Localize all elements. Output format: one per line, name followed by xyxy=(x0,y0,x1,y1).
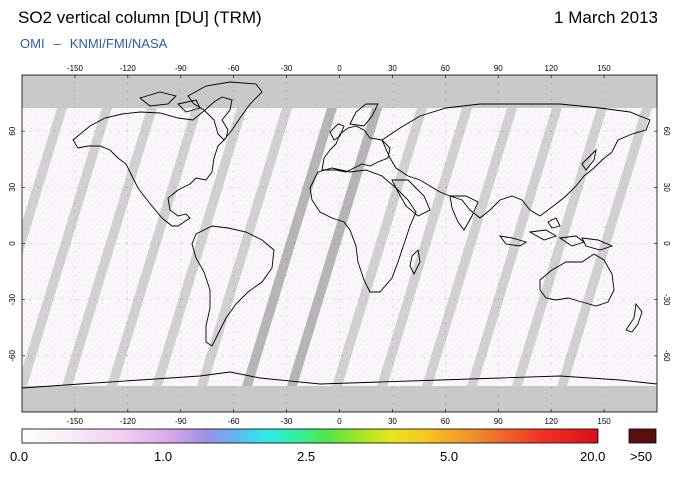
lon-tick-top: 0 xyxy=(337,64,342,73)
lat-tick-right: -30 xyxy=(662,294,671,306)
lat-tick-right: -60 xyxy=(662,350,671,362)
coast-south-america xyxy=(191,225,275,347)
coast-madagascar xyxy=(409,249,421,276)
lat-tick-left: 60 xyxy=(8,126,17,135)
lon-tick-bottom: -60 xyxy=(228,417,240,426)
lon-tick-top: 30 xyxy=(388,64,397,73)
lon-tick-top: -30 xyxy=(281,64,293,73)
lat-tick-right: 60 xyxy=(662,127,671,136)
swath-gap-band xyxy=(22,108,112,386)
colorbar-label-3: 5.0 xyxy=(440,449,459,464)
lon-tick-bottom: 60 xyxy=(441,417,450,426)
swath-gap-band xyxy=(377,108,472,386)
swath-gaps xyxy=(0,108,652,386)
gridlines xyxy=(22,75,657,412)
colorbar-label-1: 1.0 xyxy=(154,449,173,464)
swath-gap-band xyxy=(22,108,67,256)
swath-gap-band xyxy=(422,108,517,386)
swath-gap-band xyxy=(332,108,427,386)
swath-gap-band xyxy=(467,108,562,386)
credit-separator: – xyxy=(53,36,61,51)
coast-arabia xyxy=(391,179,431,217)
map-title: SO2 vertical column [DU] (TRM) xyxy=(18,8,262,27)
coast-indonesia xyxy=(498,217,585,247)
lon-tick-top: 120 xyxy=(544,64,558,73)
coast-new-guinea xyxy=(581,237,614,251)
lon-tick-top: -120 xyxy=(120,64,137,73)
coast-north-america xyxy=(72,96,233,227)
lon-tick-bottom: 90 xyxy=(494,417,503,426)
lat-tick-left: -30 xyxy=(8,293,17,305)
lat-tick-left: 30 xyxy=(8,182,17,191)
coast-greenland xyxy=(187,81,263,141)
colorbar-label-0: 0.0 xyxy=(10,449,29,464)
lon-tick-bottom: -30 xyxy=(281,417,293,426)
swath-gap-band xyxy=(242,108,337,386)
lon-tick-top: 90 xyxy=(494,64,503,73)
map-area xyxy=(0,75,657,412)
axis-ticks: -150 -150 -120 -120 -90 -90 -60 -60 -30 -30 0 0 30 30… xyxy=(8,64,671,426)
swath-gap-band xyxy=(107,108,202,386)
lon-tick-bottom: 150 xyxy=(597,417,611,426)
lon-tick-top: -150 xyxy=(67,64,84,73)
coastlines xyxy=(22,81,657,389)
swath-gap-band xyxy=(197,108,292,386)
lon-tick-bottom: -90 xyxy=(175,417,187,426)
colorbar xyxy=(21,428,599,444)
coast-japan xyxy=(581,148,597,171)
lon-tick-top: -60 xyxy=(228,64,240,73)
map-date: 1 March 2013 xyxy=(554,8,658,27)
lon-tick-top: 60 xyxy=(441,64,450,73)
coast-antarctica xyxy=(22,371,657,389)
colorbar-overflow-box xyxy=(628,428,657,444)
colorbar-label-2: 2.5 xyxy=(297,449,316,464)
lon-tick-top: 150 xyxy=(597,64,611,73)
swath-gap-band xyxy=(152,108,247,386)
lat-tick-right: 30 xyxy=(662,183,671,192)
swath-gap-band xyxy=(287,108,382,386)
lat-tick-left: 0 xyxy=(8,241,17,246)
lat-tick-left: -60 xyxy=(8,350,17,362)
coast-scandinavia xyxy=(349,103,379,127)
antarctic-no-data xyxy=(22,386,657,412)
lon-tick-top: -90 xyxy=(175,64,187,73)
swath-gap-band xyxy=(0,108,22,386)
lon-tick-bottom: 0 xyxy=(337,417,342,426)
institutions: KNMI/FMI/NASA xyxy=(69,36,168,51)
lon-tick-bottom: -120 xyxy=(120,417,137,426)
colorbar-label-4: 20.0 xyxy=(580,449,606,464)
lat-tick-right: 0 xyxy=(662,241,671,246)
credit-line: OMI – KNMI/FMI/NASA xyxy=(20,36,167,51)
coast-africa xyxy=(309,167,417,293)
coast-new-zealand xyxy=(625,302,643,333)
coast-asia xyxy=(381,103,651,219)
instrument-name: OMI xyxy=(20,36,45,51)
lon-tick-bottom: 30 xyxy=(388,417,397,426)
lon-tick-bottom: 120 xyxy=(544,417,558,426)
coast-india xyxy=(449,195,479,231)
swath-gap-band xyxy=(557,108,652,386)
lon-tick-bottom: -150 xyxy=(67,417,84,426)
coast-arctic-islands xyxy=(139,91,201,113)
colorbar-label-overflow: >50 xyxy=(630,449,653,464)
